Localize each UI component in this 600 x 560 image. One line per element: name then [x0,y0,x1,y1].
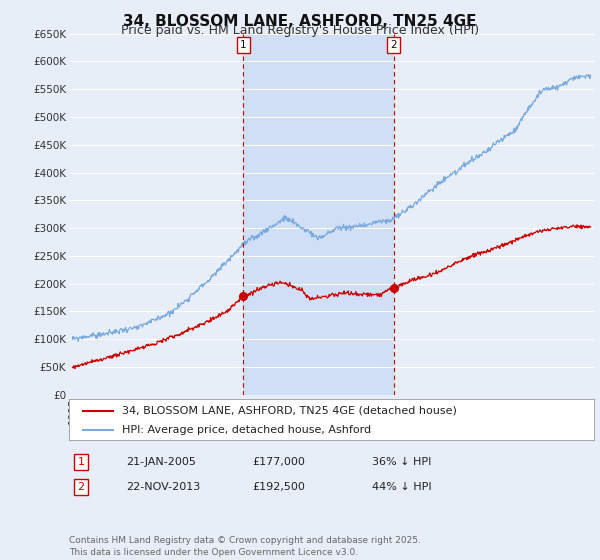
Text: Price paid vs. HM Land Registry's House Price Index (HPI): Price paid vs. HM Land Registry's House … [121,24,479,37]
Text: 1: 1 [240,40,247,50]
Text: 44% ↓ HPI: 44% ↓ HPI [372,482,431,492]
Text: 2: 2 [77,482,85,492]
Text: Contains HM Land Registry data © Crown copyright and database right 2025.
This d: Contains HM Land Registry data © Crown c… [69,536,421,557]
Text: 21-JAN-2005: 21-JAN-2005 [126,457,196,467]
Text: HPI: Average price, detached house, Ashford: HPI: Average price, detached house, Ashf… [121,424,371,435]
Text: 1: 1 [77,457,85,467]
Text: 22-NOV-2013: 22-NOV-2013 [126,482,200,492]
Text: 34, BLOSSOM LANE, ASHFORD, TN25 4GE (detached house): 34, BLOSSOM LANE, ASHFORD, TN25 4GE (det… [121,405,457,416]
Text: 2: 2 [390,40,397,50]
Text: 34, BLOSSOM LANE, ASHFORD, TN25 4GE: 34, BLOSSOM LANE, ASHFORD, TN25 4GE [123,14,477,29]
Text: £177,000: £177,000 [252,457,305,467]
Text: 36% ↓ HPI: 36% ↓ HPI [372,457,431,467]
Text: £192,500: £192,500 [252,482,305,492]
Bar [244,34,394,395]
